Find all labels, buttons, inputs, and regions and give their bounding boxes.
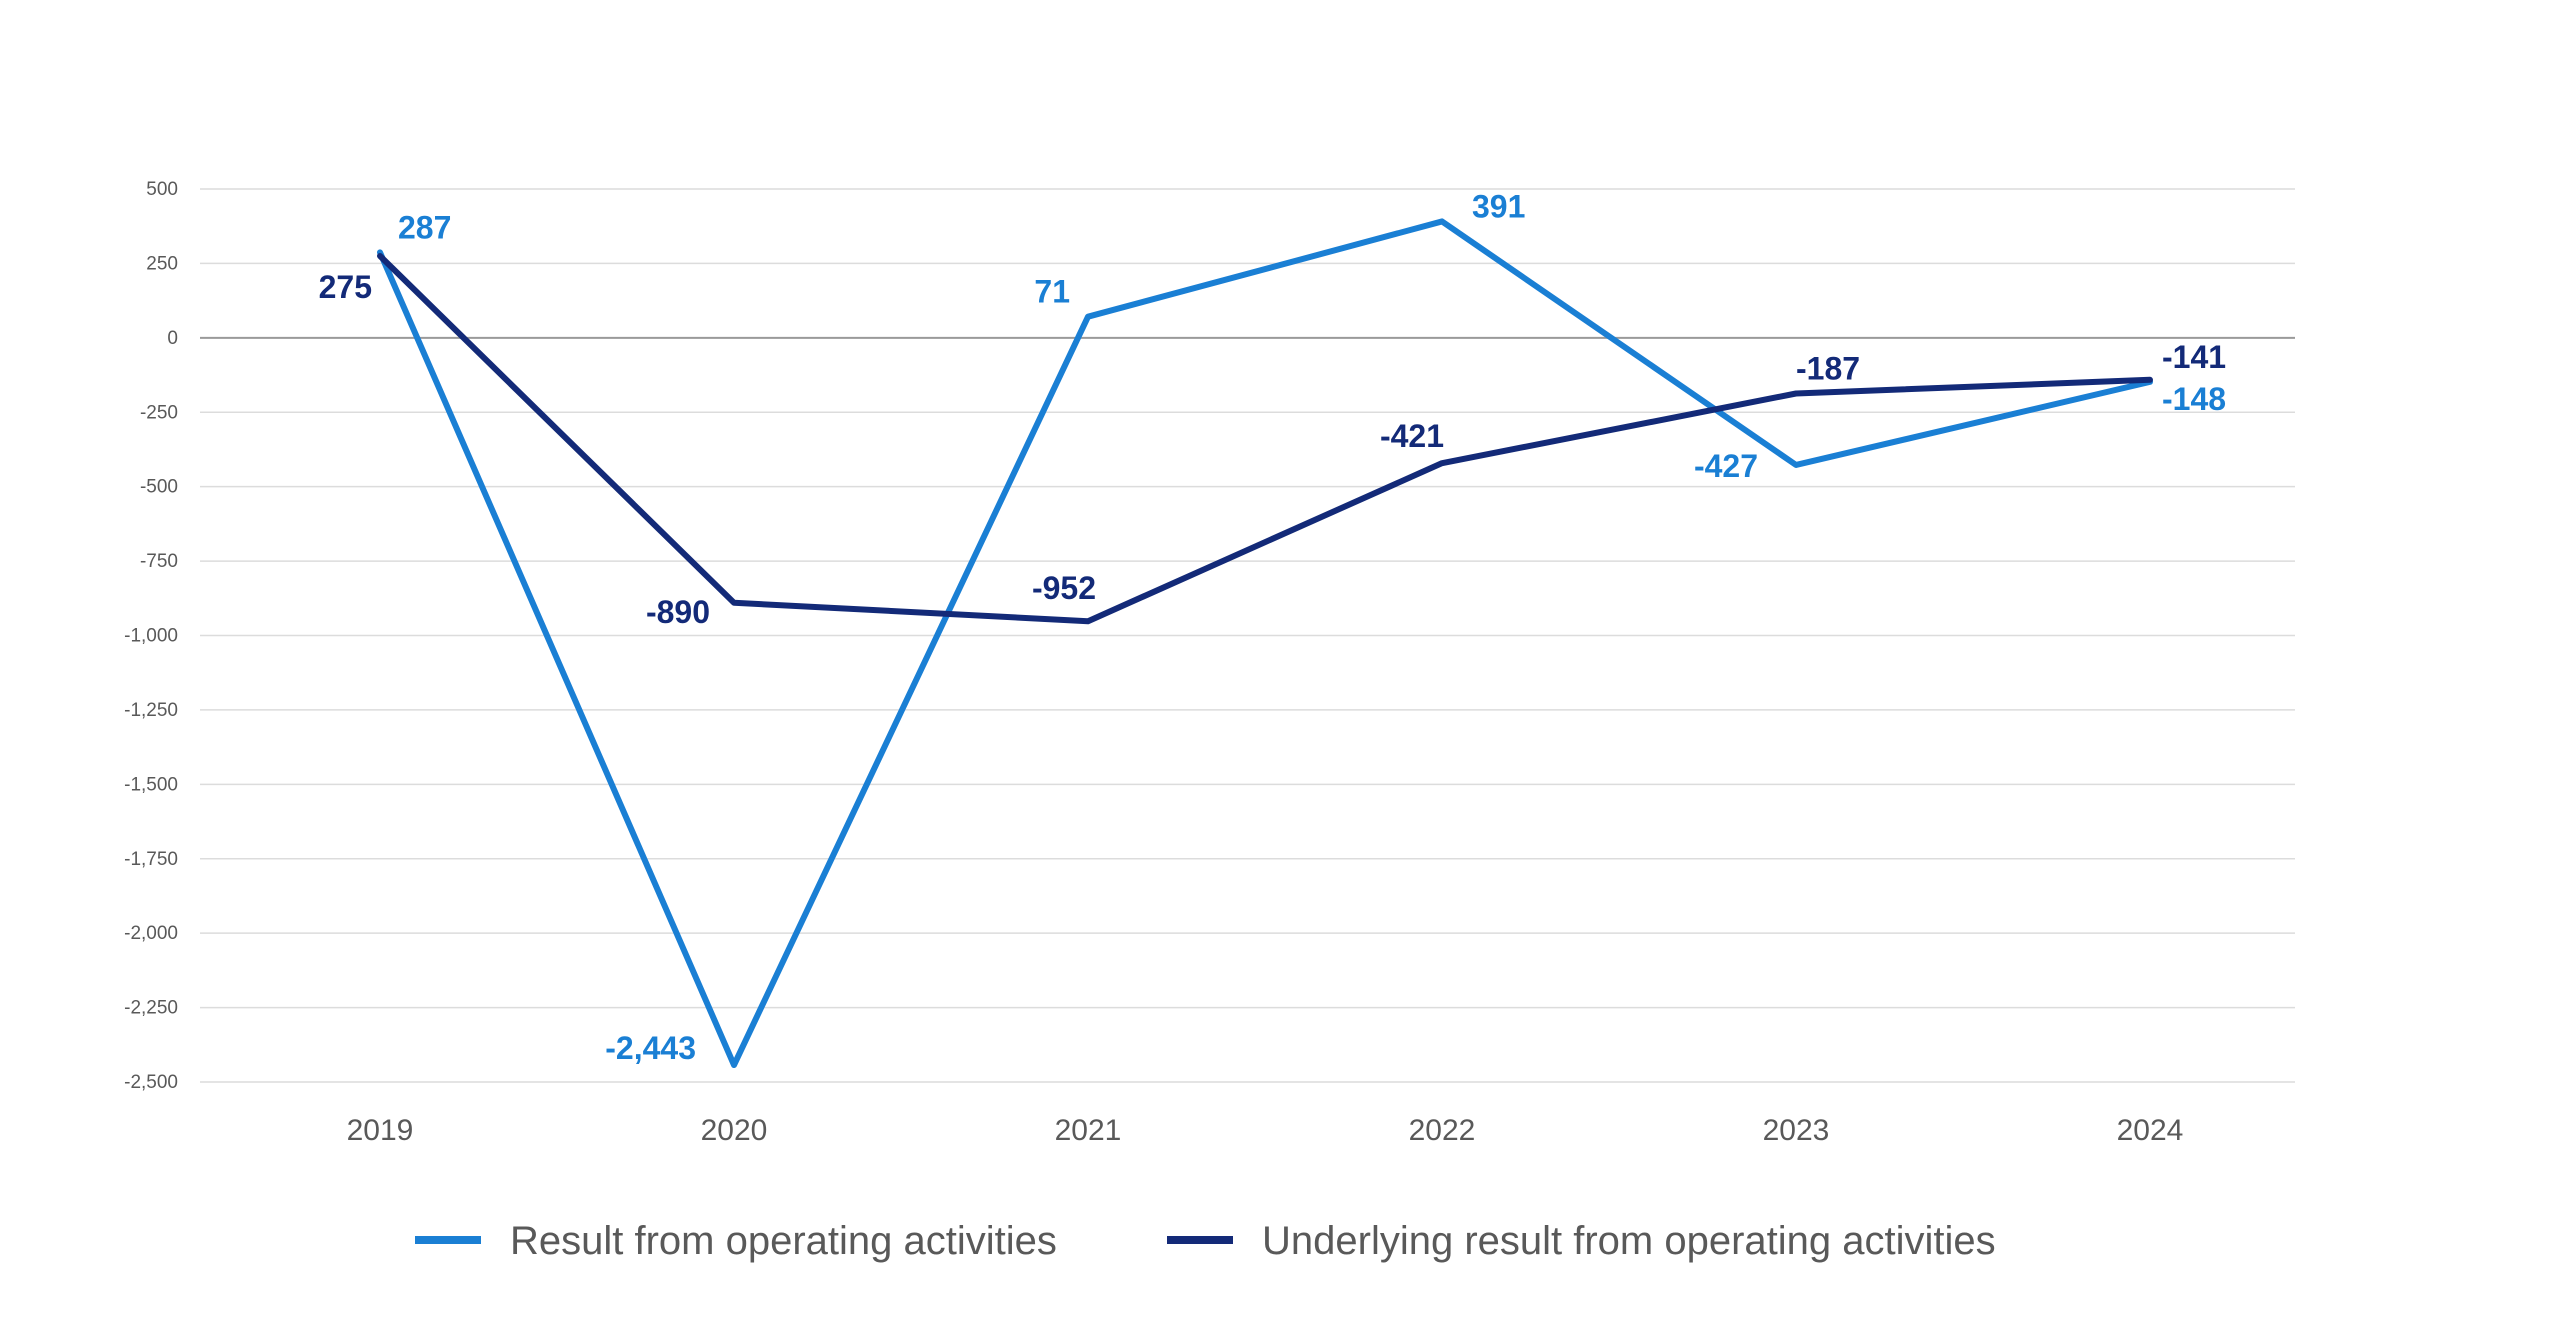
data-label: 71 [1034,274,1070,310]
y-tick-label: -2,000 [124,923,178,944]
x-axis-tick-labels: 2019 2020 2021 2022 2023 2024 [347,1114,2184,1147]
gridlines [200,188,2295,1083]
data-label: -952 [1032,570,1096,606]
legend: Result from operating activities Underlyi… [415,1219,1996,1263]
y-tick-label: -1,750 [124,849,178,870]
x-tick-label: 2019 [347,1114,414,1147]
data-label: -427 [1694,448,1758,484]
legend-label: Underlying result from operating activit… [1262,1219,1996,1263]
data-label: 287 [398,209,451,245]
data-label: -890 [646,594,710,630]
data-labels: 287 -2,443 71 391 -427 -148 275 -890 -952 -421 -18… [319,188,2226,1066]
x-tick-label: 2020 [701,1114,768,1147]
series-line-1 [377,218,2153,1069]
data-label: -148 [2162,381,2226,417]
y-tick-label: -500 [140,477,178,498]
x-tick-label: 2022 [1409,1114,1476,1147]
y-tick-label: -1,000 [124,626,178,647]
y-tick-label: -1,250 [124,700,178,721]
x-tick-label: 2021 [1055,1114,1122,1147]
y-tick-label: 0 [167,328,178,349]
data-label: -2,443 [605,1030,696,1066]
data-label: -421 [1380,418,1444,454]
series-line-2 [377,252,2153,625]
data-label: 275 [319,269,372,305]
y-tick-label: -750 [140,551,178,572]
y-tick-label: 500 [146,179,178,200]
x-tick-label: 2023 [1763,1114,1830,1147]
series-lines [377,218,2153,1069]
data-label: -187 [1796,350,1860,386]
data-label: 391 [1472,188,1525,224]
y-tick-label: -2,250 [124,998,178,1019]
y-tick-label: -2,500 [124,1072,178,1093]
y-axis-tick-labels: 500 250 0 -250 -500 -750 -1,000 -1,250 -1,500 -1,… [124,179,178,1093]
y-tick-label: -250 [140,402,178,423]
data-label: -141 [2162,339,2226,375]
x-tick-label: 2024 [2117,1114,2184,1147]
y-tick-label: 250 [146,253,178,274]
y-tick-label: -1,500 [124,774,178,795]
legend-label: Result from operating activities [510,1219,1057,1263]
